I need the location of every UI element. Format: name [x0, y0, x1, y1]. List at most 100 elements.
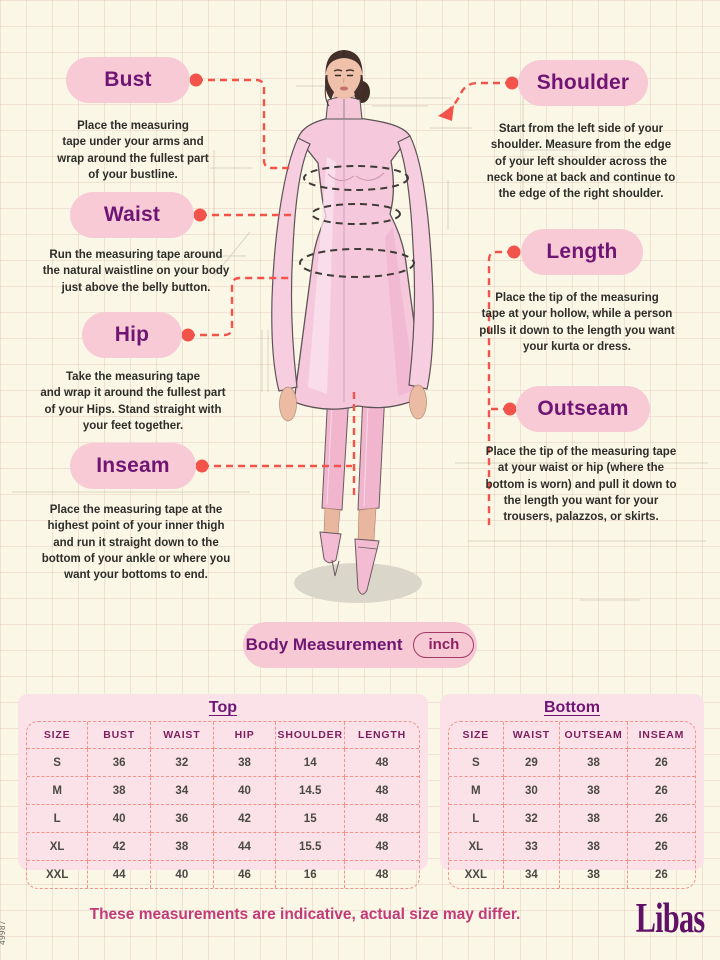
col-header: WAIST	[150, 722, 214, 749]
value-cell: 36	[150, 804, 214, 833]
shoulder-label: Shoulder	[536, 71, 630, 94]
shoulder-description: Start from the left side of your shoulde…	[486, 123, 676, 201]
col-header: INSEAM	[627, 722, 695, 749]
sheet-code: 49987	[0, 920, 7, 945]
col-header: WAIST	[503, 722, 561, 749]
size-cell: S	[449, 748, 504, 777]
bust-description: Place the measuring tape under your arms…	[57, 120, 209, 181]
value-cell: 26	[627, 748, 695, 777]
value-cell: 26	[627, 776, 695, 805]
value-cell: 38	[559, 804, 628, 833]
value-cell: 40	[150, 860, 214, 888]
length-label-pill: Length	[521, 229, 643, 275]
size-cell: M	[449, 776, 504, 805]
value-cell: 38	[559, 832, 628, 861]
value-cell: 48	[375, 868, 389, 881]
value-cell: 26	[627, 832, 695, 861]
value-cell: 38	[213, 748, 277, 777]
size-cell: M	[27, 776, 89, 805]
disclaimer-note: These measurements are indicative, actua…	[89, 906, 521, 923]
value-cell: 33	[503, 832, 561, 861]
body-measurement-label: Body Measurement	[245, 635, 403, 654]
value-cell: 44	[213, 832, 277, 861]
value-cell: 42	[87, 832, 151, 861]
outseam-description: Place the tip of the measuring tape at y…	[485, 446, 677, 524]
bust-connector	[196, 78, 290, 170]
value-cell: 38	[559, 776, 628, 805]
size-cell: L	[449, 804, 504, 833]
shoulder-arrowhead	[438, 105, 454, 121]
value-cell: 40	[87, 804, 151, 833]
length-connector	[487, 250, 514, 528]
table-row: M 30 38 26	[449, 776, 695, 805]
col-header: OUTSEAM	[559, 722, 628, 749]
value-cell: 44	[87, 860, 151, 888]
top-header-row: SIZE BUST WAIST HIP SHOULDER LENGTH	[27, 722, 419, 749]
top-size-table: SIZE BUST WAIST HIP SHOULDER LENGTH S 36…	[26, 721, 420, 889]
value-cell: 42	[213, 804, 277, 833]
value-cell: 40	[213, 776, 277, 805]
value-cell: 34	[503, 860, 561, 888]
waist-description: Run the measuring tape around the natura…	[42, 249, 230, 294]
table-row: S 36 32 38 14 48	[27, 748, 419, 777]
fashion-figure-illustration	[271, 50, 434, 603]
value-cell: 34	[150, 776, 214, 805]
value-cell: 26	[627, 804, 695, 833]
length-description: Place the tip of the measuring tape at y…	[479, 292, 675, 353]
size-cell: L	[27, 804, 89, 833]
value-cell: 29	[503, 748, 561, 777]
waist-label: Waist	[103, 203, 161, 226]
size-cell: XXL	[449, 860, 504, 888]
size-cell: XL	[27, 832, 89, 861]
outseam-label: Outseam	[537, 397, 629, 420]
bottom-header-row: SIZE WAIST OUTSEAM INSEAM	[449, 722, 695, 749]
value-cell: 15.5	[275, 832, 345, 861]
outseam-label-pill: Outseam	[516, 386, 650, 432]
top-size-panel: Top SIZE BUST WAIST HIP SHOULDER LENGTH …	[18, 694, 428, 889]
inseam-description: Place the measuring tape at the highest …	[41, 504, 231, 582]
shoulder-label-pill: Shoulder	[518, 60, 648, 106]
value-cell: 46	[213, 860, 277, 888]
size-cell: XL	[449, 832, 504, 861]
hip-label-pill: Hip	[82, 312, 182, 358]
value-cell: 30	[503, 776, 561, 805]
top-table-title: Top	[208, 699, 238, 716]
value-cell: 15	[275, 804, 345, 833]
table-row: M 38 34 40 14.5 48	[27, 776, 419, 805]
value-cell: 36	[87, 748, 151, 777]
value-cell: 48	[344, 804, 419, 833]
value-cell: 14	[275, 748, 345, 777]
table-row: S 29 38 26	[449, 748, 695, 777]
value-cell: 48	[344, 748, 419, 777]
size-cell: XXL	[27, 860, 89, 888]
libas-brand-logo: Libas	[635, 896, 704, 942]
bottom-table-title: Bottom	[544, 699, 600, 716]
value-cell: 48	[344, 832, 419, 861]
value-cell: 38	[87, 776, 151, 805]
hip-label: Hip	[114, 323, 150, 346]
value-cell: 32	[150, 748, 214, 777]
table-row: XXL 44 40 46 16 48	[27, 860, 419, 888]
head	[324, 50, 370, 120]
col-header: SIZE	[449, 722, 504, 749]
col-header: SHOULDER	[275, 722, 345, 749]
left-hand	[279, 386, 297, 422]
hip-connector	[188, 276, 292, 337]
value-cell: 16	[275, 860, 345, 888]
bottom-size-table: SIZE WAIST OUTSEAM INSEAM S 29 38 26 M 3…	[448, 721, 696, 889]
pants-and-feet	[319, 391, 386, 595]
hip-description: Take the measuring tape and wrap it arou…	[40, 371, 226, 432]
size-cell: S	[27, 748, 89, 777]
table-row: XXL 34 38 26	[449, 860, 695, 888]
waist-label-pill: Waist	[70, 192, 194, 238]
bust-label-pill: Bust	[66, 57, 190, 103]
body-measurement-bar: Body Measurement inch	[243, 622, 477, 668]
table-row: L 40 36 42 15 48	[27, 804, 419, 833]
inseam-label: Inseam	[96, 454, 170, 477]
value-cell: 38	[150, 832, 214, 861]
unit-toggle-inch[interactable]: inch	[413, 632, 475, 658]
connector-dots	[181, 73, 521, 473]
value-cell: 38	[559, 748, 628, 777]
